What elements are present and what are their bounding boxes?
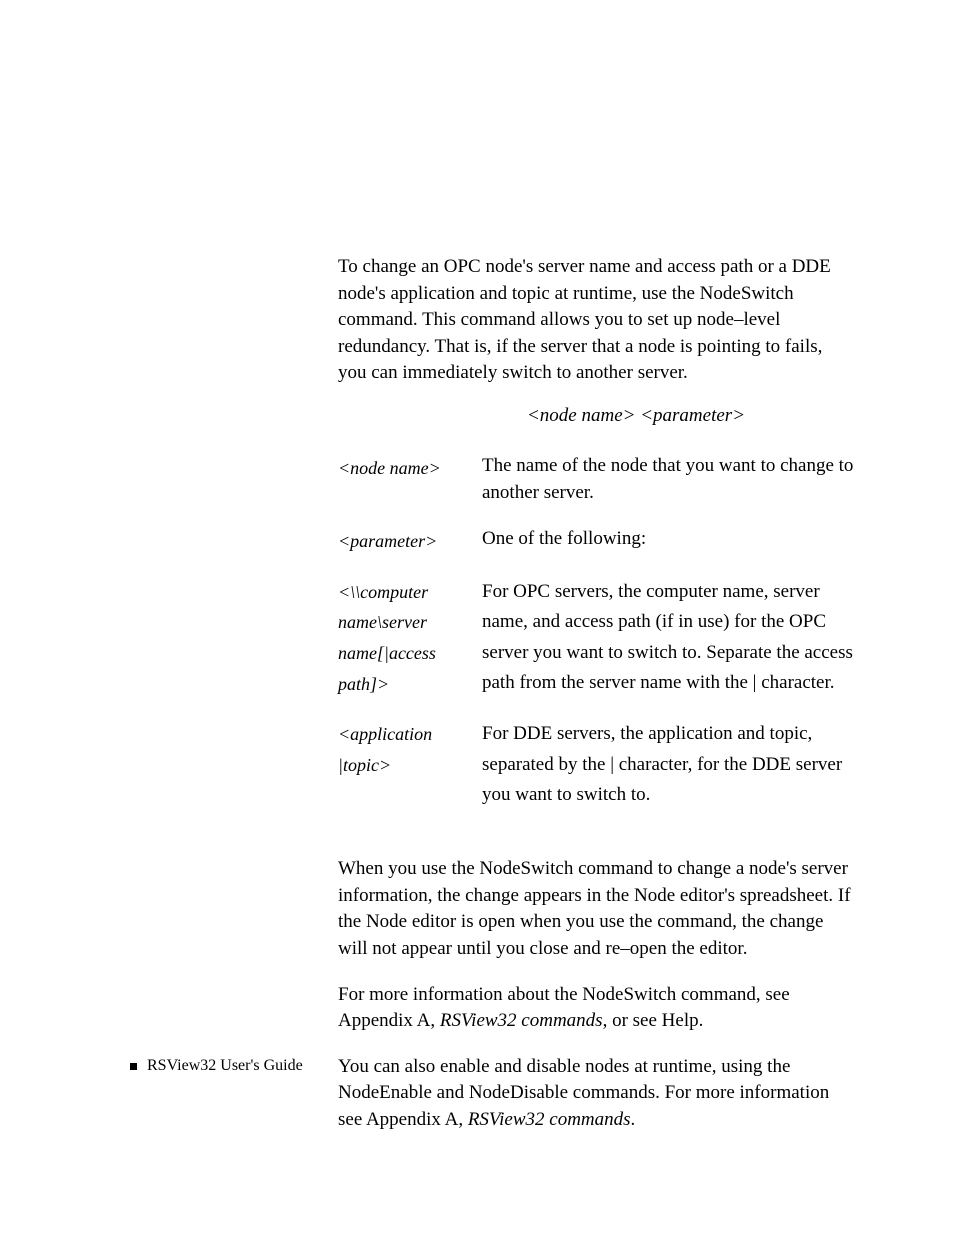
paragraph-4: You can also enable and disable nodes at… [338, 1054, 854, 1134]
def-desc: One of the following: [482, 526, 854, 577]
page-footer: RSView32 User's Guide [130, 1057, 303, 1075]
def-term: <node name> [338, 453, 482, 526]
para3-em: RSView32 commands [440, 1010, 603, 1031]
def-row: <application |topic> For DDE servers, th… [338, 719, 854, 830]
def-desc: The name of the node that you want to ch… [482, 453, 854, 526]
bullet-icon [130, 1063, 137, 1070]
para4-post: . [631, 1109, 636, 1130]
para4-em: RSView32 commands [468, 1109, 631, 1130]
def-row: <parameter> One of the following: [338, 526, 854, 577]
intro-paragraph: To change an OPC node's server name and … [338, 254, 854, 387]
paragraph-3: For more information about the NodeSwitc… [338, 982, 854, 1035]
footer-text: RSView32 User's Guide [147, 1057, 303, 1074]
definition-table: <node name> The name of the node that yo… [338, 453, 854, 830]
def-term: <parameter> [338, 526, 482, 577]
def-term: <\\computer name\server name[|access pat… [338, 577, 482, 719]
def-row: <node name> The name of the node that yo… [338, 453, 854, 526]
def-desc: For DDE servers, the application and top… [482, 719, 854, 830]
syntax-line: <node name> <parameter> [338, 405, 854, 427]
paragraph-2: When you use the NodeSwitch command to c… [338, 856, 854, 962]
page: To change an OPC node's server name and … [0, 0, 954, 1235]
def-term: <application |topic> [338, 719, 482, 830]
def-row: <\\computer name\server name[|access pat… [338, 577, 854, 719]
def-desc: For OPC servers, the computer name, serv… [482, 577, 854, 719]
para3-post: , or see Help. [603, 1010, 704, 1031]
